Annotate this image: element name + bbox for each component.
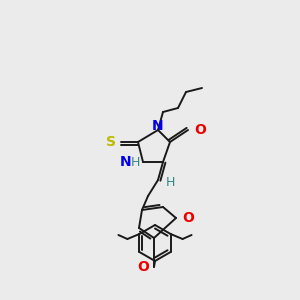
Text: H: H [165, 176, 175, 188]
Text: N: N [152, 119, 164, 133]
Text: O: O [182, 211, 194, 225]
Text: O: O [194, 123, 206, 137]
Text: S: S [106, 135, 116, 149]
Text: O: O [137, 260, 149, 274]
Text: N: N [120, 155, 132, 169]
Text: H: H [130, 155, 140, 169]
